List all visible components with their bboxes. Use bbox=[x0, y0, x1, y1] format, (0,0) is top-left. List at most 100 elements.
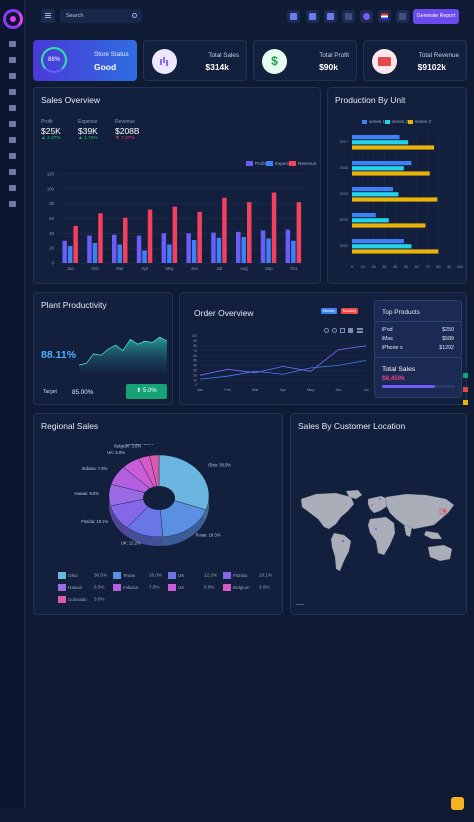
image-icon[interactable] bbox=[9, 73, 16, 79]
chat-icon[interactable] bbox=[9, 105, 16, 111]
total-profit-card: $ Total Profit $90k bbox=[253, 40, 357, 81]
bar-profit bbox=[136, 235, 142, 263]
y-tick-label: 80 bbox=[49, 201, 54, 206]
total-sales-label: Total Sales bbox=[382, 366, 416, 373]
productivity-line bbox=[78, 336, 168, 366]
kpi-expense: Expense $39K ▲ 1.74% bbox=[78, 119, 98, 141]
stat-label: Store Status bbox=[94, 51, 129, 58]
kpi-label: Revenue bbox=[115, 119, 136, 125]
pie-data-label: Ohio: 30.5% bbox=[208, 463, 231, 468]
regional-pie-chart: Ohio: 30.5% Texas: 18.3% UK: 12.2% Florida:… bbox=[75, 444, 231, 546]
pie-legend-item[interactable]: Indiana 7.8% bbox=[113, 584, 159, 591]
logo[interactable] bbox=[3, 9, 23, 29]
pie-legend-item[interactable]: Florida 10.1% bbox=[223, 572, 272, 579]
y-tick-label: 80 bbox=[193, 344, 197, 348]
pie-hole bbox=[143, 486, 175, 510]
bar-series-3 bbox=[352, 197, 438, 202]
dashboard-icon[interactable] bbox=[9, 41, 16, 47]
side-tag-green[interactable] bbox=[463, 373, 468, 378]
pie-legend-item[interactable]: Ohio 30.5% bbox=[58, 572, 107, 579]
generate-report-button[interactable]: Generate Report bbox=[413, 9, 459, 24]
map-north-america bbox=[300, 492, 355, 530]
x-tick-label: Oct bbox=[290, 266, 297, 271]
zoom-out-icon[interactable] bbox=[332, 328, 337, 333]
legend-expense: Expense bbox=[266, 161, 293, 167]
search-icon[interactable] bbox=[132, 13, 137, 18]
user-icon[interactable] bbox=[9, 121, 16, 127]
pie-legend-item[interactable]: Belgium 3.6% bbox=[223, 584, 269, 591]
bar-expense bbox=[67, 245, 73, 263]
x-tick-label: Sep bbox=[265, 266, 273, 271]
x-tick-label: May bbox=[166, 266, 175, 271]
weekly-toggle[interactable]: Weekly bbox=[321, 308, 337, 314]
total-sales-card: Total Sales $314k bbox=[143, 40, 247, 81]
pie-legend-item[interactable]: Texas 18.3% bbox=[113, 572, 162, 579]
bar-expense bbox=[142, 250, 147, 263]
x-tick-label: May bbox=[307, 388, 314, 392]
pie-legend-item[interactable]: Hawaii 8.5% bbox=[58, 584, 104, 591]
side-tag-red[interactable] bbox=[463, 387, 468, 392]
pan-icon[interactable] bbox=[348, 328, 353, 333]
flag-icon bbox=[381, 13, 388, 20]
x-tick-label: Apr bbox=[141, 266, 148, 271]
card-title: Regional Sales bbox=[41, 421, 99, 431]
files-icon bbox=[327, 13, 334, 20]
search-input[interactable]: Search bbox=[60, 9, 142, 23]
cart-button[interactable] bbox=[342, 10, 355, 23]
rocket-icon[interactable] bbox=[9, 169, 16, 175]
bar-profit bbox=[87, 235, 92, 263]
bar-series-3 bbox=[352, 171, 430, 176]
x-tick-label: 20 bbox=[371, 265, 375, 269]
delta-value: 5.0% bbox=[143, 388, 157, 394]
zoom-in-icon[interactable] bbox=[324, 328, 329, 333]
bar-revenue bbox=[222, 197, 227, 263]
x-tick-label: Jul bbox=[216, 266, 222, 271]
bar-expense bbox=[266, 238, 271, 263]
monthly-toggle[interactable]: Monthly bbox=[341, 308, 358, 314]
legend-profit: Profit bbox=[246, 161, 266, 167]
y-tick-label: 100 bbox=[191, 334, 197, 338]
settings-fab[interactable] bbox=[451, 797, 464, 810]
y-tick-label: 90 bbox=[193, 339, 197, 343]
sales-overview-chart: 0 20 40 60 80 100 120 Jan Feb Mar Apr May Jun Jul Aug S… bbox=[47, 172, 306, 271]
bar-series-2 bbox=[352, 166, 404, 171]
bell-button[interactable] bbox=[287, 10, 300, 23]
y-tick-label: 40 bbox=[49, 231, 54, 236]
product-name: iMac bbox=[382, 336, 394, 342]
bar-expense bbox=[92, 242, 98, 263]
x-tick-label: 0 bbox=[351, 265, 353, 269]
search-placeholder: Search bbox=[66, 13, 84, 19]
bar-profit bbox=[186, 233, 191, 263]
pie-legend-item[interactable]: Colorado 3.0% bbox=[58, 596, 104, 603]
warning-icon[interactable] bbox=[9, 201, 16, 207]
settings-icon[interactable] bbox=[9, 185, 16, 191]
kpi-value: $208B bbox=[115, 126, 140, 136]
bar-series-2 bbox=[352, 244, 412, 249]
kpi-change: 1.74% bbox=[84, 136, 98, 141]
fullscreen-button[interactable] bbox=[396, 10, 409, 23]
menu-icon[interactable] bbox=[357, 328, 363, 333]
y-tick-label: 10 bbox=[193, 378, 197, 382]
menu-toggle-button[interactable] bbox=[41, 9, 55, 23]
chart-icon[interactable] bbox=[9, 137, 16, 143]
pie-legend-item[interactable]: UK 12.2% bbox=[168, 572, 217, 579]
bar-expense bbox=[117, 244, 122, 263]
pie-data-label: Colorado: 3.0% bbox=[124, 444, 153, 446]
y-tick-label: 120 bbox=[47, 172, 55, 177]
pie-data-label: Indiana: 7.8% bbox=[82, 466, 108, 471]
box-icon[interactable] bbox=[9, 153, 16, 159]
select-icon[interactable] bbox=[340, 328, 345, 333]
y-tick-label: 20 bbox=[193, 373, 197, 377]
files-button[interactable] bbox=[324, 10, 337, 23]
pie-slice-colorado bbox=[149, 454, 160, 497]
messages-button[interactable] bbox=[360, 10, 373, 23]
store-status-gauge: 88% bbox=[41, 47, 67, 73]
x-tick-label: 100 bbox=[457, 265, 463, 269]
pie-legend-item[interactable]: UK 6.0% bbox=[168, 584, 214, 591]
apps-button[interactable] bbox=[306, 10, 319, 23]
side-tag-yellow[interactable] bbox=[463, 400, 468, 405]
layers-icon[interactable] bbox=[9, 57, 16, 63]
shop-icon[interactable] bbox=[9, 89, 16, 95]
bar-profit bbox=[285, 229, 291, 263]
language-button[interactable] bbox=[378, 10, 391, 23]
